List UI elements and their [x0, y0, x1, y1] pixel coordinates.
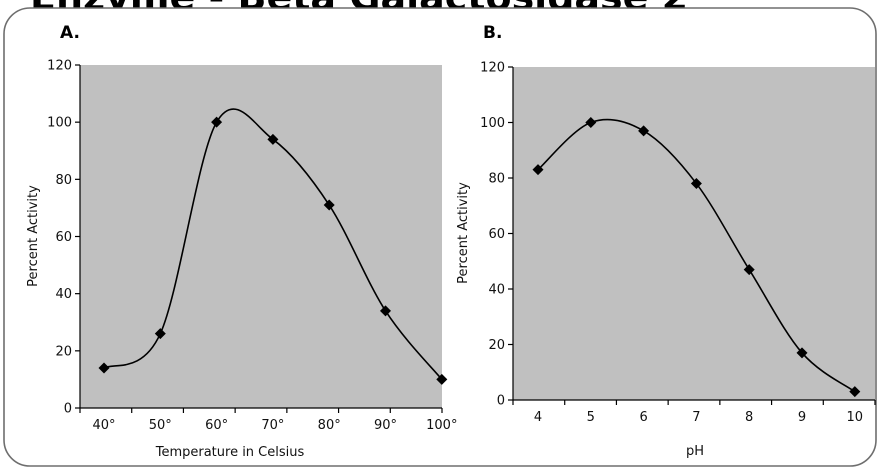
- x-tick-label: 100°: [426, 418, 457, 433]
- panel-label-a: A.: [60, 23, 80, 43]
- x-axis-title-b: pH: [686, 444, 704, 459]
- x-tick-label: 90°: [374, 418, 397, 433]
- data-point: [380, 305, 391, 317]
- data-point: [267, 133, 279, 145]
- data-point: [211, 116, 223, 128]
- y-tick-label: 120: [47, 59, 72, 74]
- x-tick-label: 5: [587, 410, 595, 425]
- chart-a: A. 0 20 40 60 80 100 120 40° 50° 60° 70° 80° 90° 100…: [26, 23, 457, 460]
- plot-area-a: [80, 65, 442, 408]
- x-axis-b: 4 5 6 7 8 9 10: [512, 399, 876, 425]
- y-tick-label: 20: [55, 344, 72, 359]
- plot-area-b: [513, 67, 875, 400]
- y-axis-title-b: Percent Activity: [456, 182, 471, 284]
- x-tick-label: 40°: [92, 418, 115, 433]
- y-tick-label: 40: [488, 283, 505, 298]
- y-tick-label: 100: [480, 116, 505, 131]
- y-tick-label: 0: [64, 402, 72, 417]
- x-axis-title-a: Temperature in Celsius: [155, 445, 305, 460]
- y-tick-label: 80: [55, 173, 72, 188]
- data-point: [638, 125, 650, 137]
- y-tick-label: 120: [480, 61, 505, 76]
- y-tick-label: 40: [55, 287, 72, 302]
- x-tick-label: 50°: [149, 418, 172, 433]
- y-tick-label: 60: [55, 230, 72, 245]
- y-tick-label: 0: [497, 394, 505, 409]
- x-tick-label: 80°: [318, 418, 341, 433]
- series-b: [532, 117, 861, 398]
- y-axis-title-a: Percent Activity: [26, 185, 41, 287]
- y-tick-label: 60: [488, 227, 505, 242]
- data-point: [690, 178, 702, 190]
- y-tick-label: 100: [47, 116, 72, 131]
- data-point: [849, 386, 861, 398]
- panel-label-b: B.: [483, 23, 502, 43]
- x-tick-label: 7: [692, 410, 700, 425]
- x-tick-label: 8: [745, 410, 753, 425]
- chart-b: B. 0 20 40 60 80 100 120 4 5 6 7 8 9 10 Percent Acti…: [456, 23, 876, 459]
- y-tick-label: 80: [488, 172, 505, 187]
- x-tick-label: 6: [639, 410, 647, 425]
- y-axis-a: 0 20 40 60 80 100 120: [47, 59, 81, 417]
- y-axis-b: 0 20 40 60 80 100 120: [480, 61, 514, 409]
- y-tick-label: 20: [488, 338, 505, 353]
- x-tick-label: 9: [798, 410, 806, 425]
- data-point: [154, 328, 166, 340]
- data-point: [98, 362, 110, 374]
- data-point: [743, 264, 755, 276]
- data-point: [323, 199, 335, 211]
- x-tick-label: 10: [847, 410, 864, 425]
- x-tick-label: 60°: [205, 418, 228, 433]
- series-a: [98, 108, 448, 385]
- x-axis-a: 40° 50° 60° 70° 80° 90° 100°: [79, 407, 457, 433]
- data-point: [436, 373, 448, 385]
- data-point: [585, 117, 597, 128]
- x-tick-label: 4: [534, 410, 542, 425]
- data-point: [796, 347, 808, 359]
- x-tick-label: 70°: [261, 418, 284, 433]
- data-point: [532, 164, 544, 176]
